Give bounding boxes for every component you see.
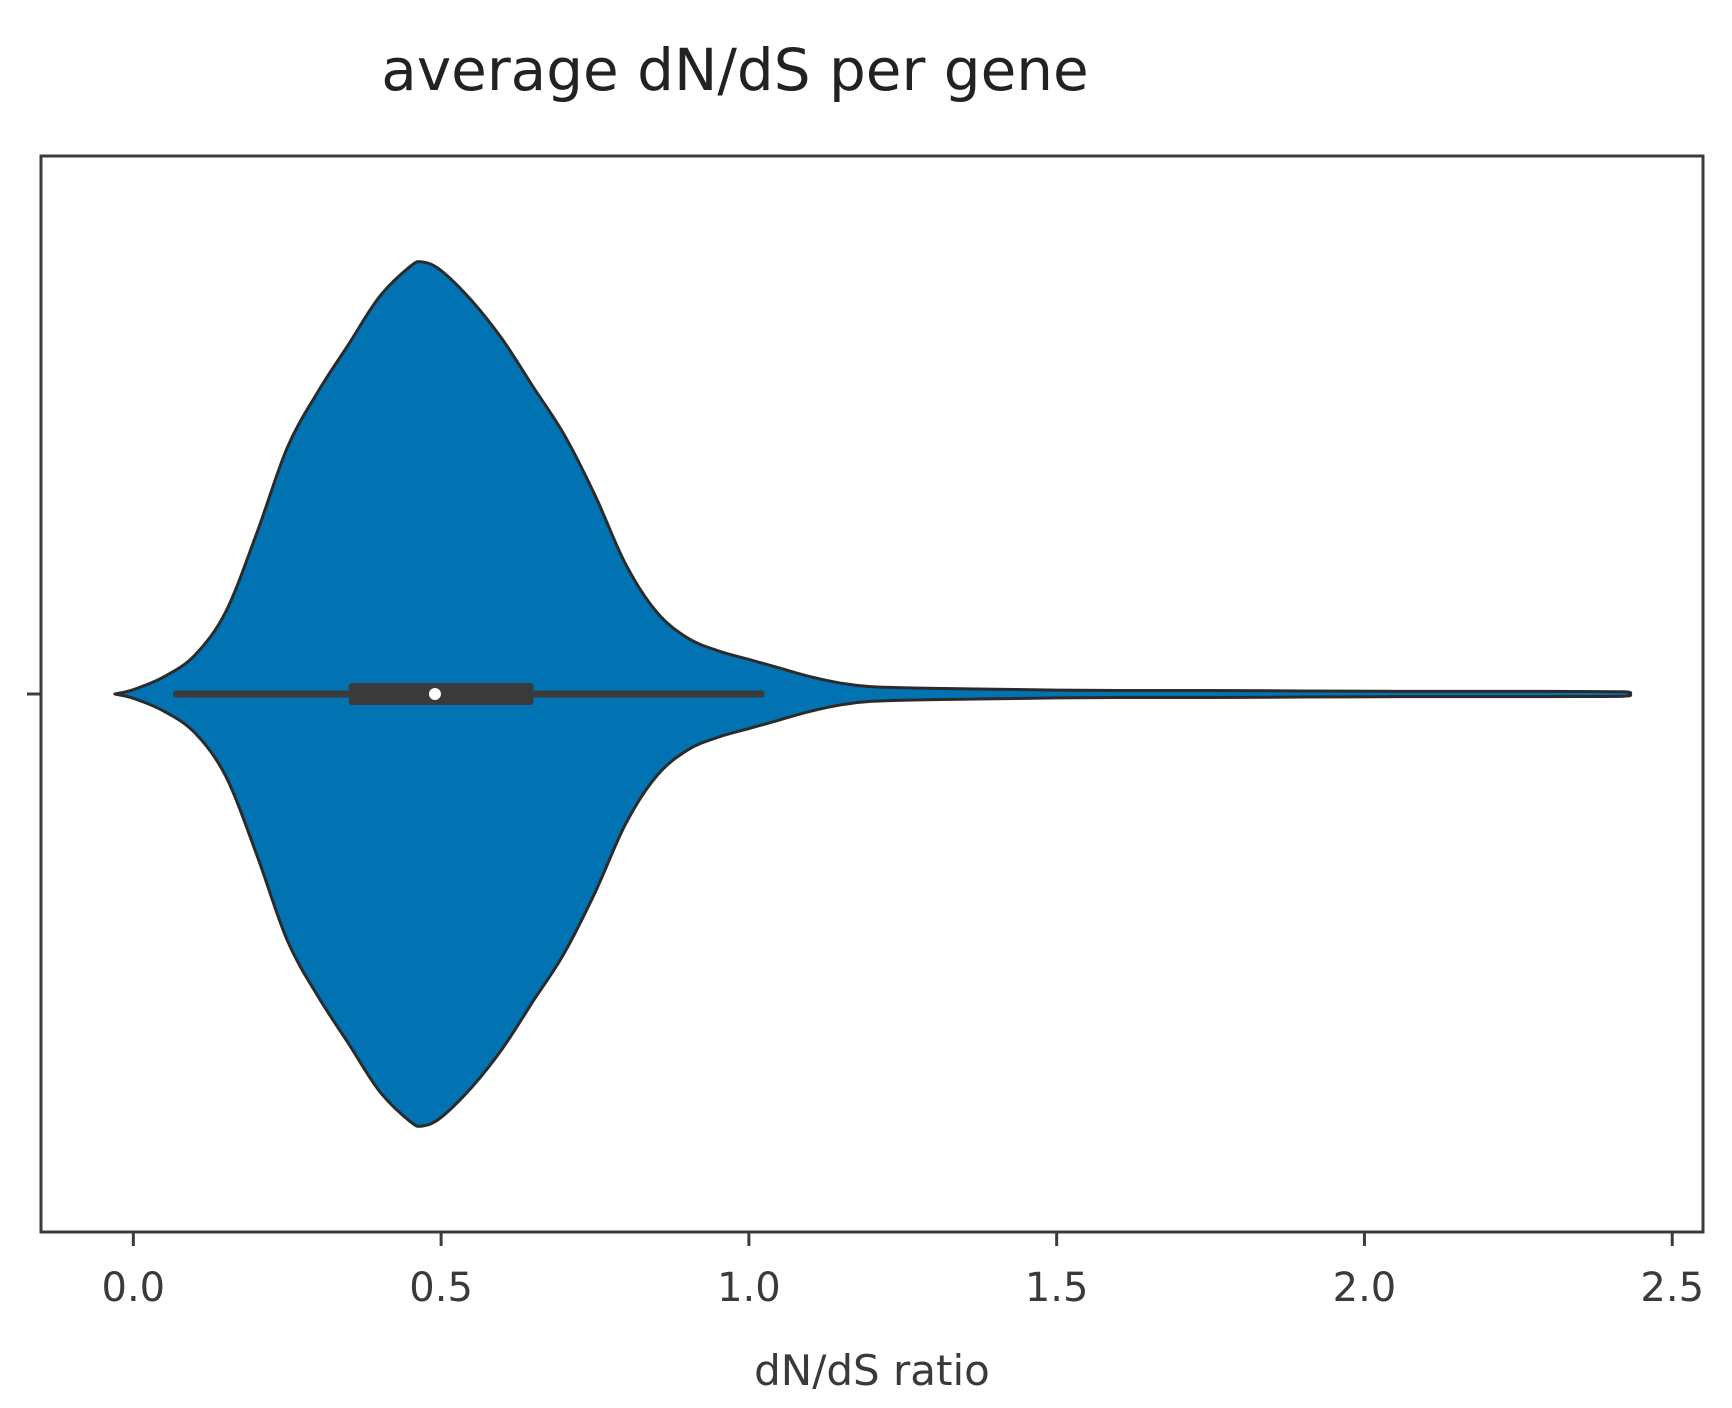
violin-body [113,260,1633,1128]
chart-title: average dN/dS per gene [381,36,1088,104]
x-axis-ticks: 0.0 0.5 1.0 1.5 2.0 2.5 [102,1232,1704,1311]
median-marker [428,688,441,700]
x-tick-label: 2.0 [1333,1265,1397,1311]
x-tick-label: 0.5 [409,1265,473,1311]
x-tick-label: 2.5 [1640,1265,1704,1311]
box-iqr [348,683,534,705]
x-tick-label: 1.0 [717,1265,781,1311]
x-axis-label: dN/dS ratio [754,1346,990,1395]
x-tick-label: 0.0 [102,1265,166,1311]
x-tick-label: 1.5 [1025,1265,1089,1311]
